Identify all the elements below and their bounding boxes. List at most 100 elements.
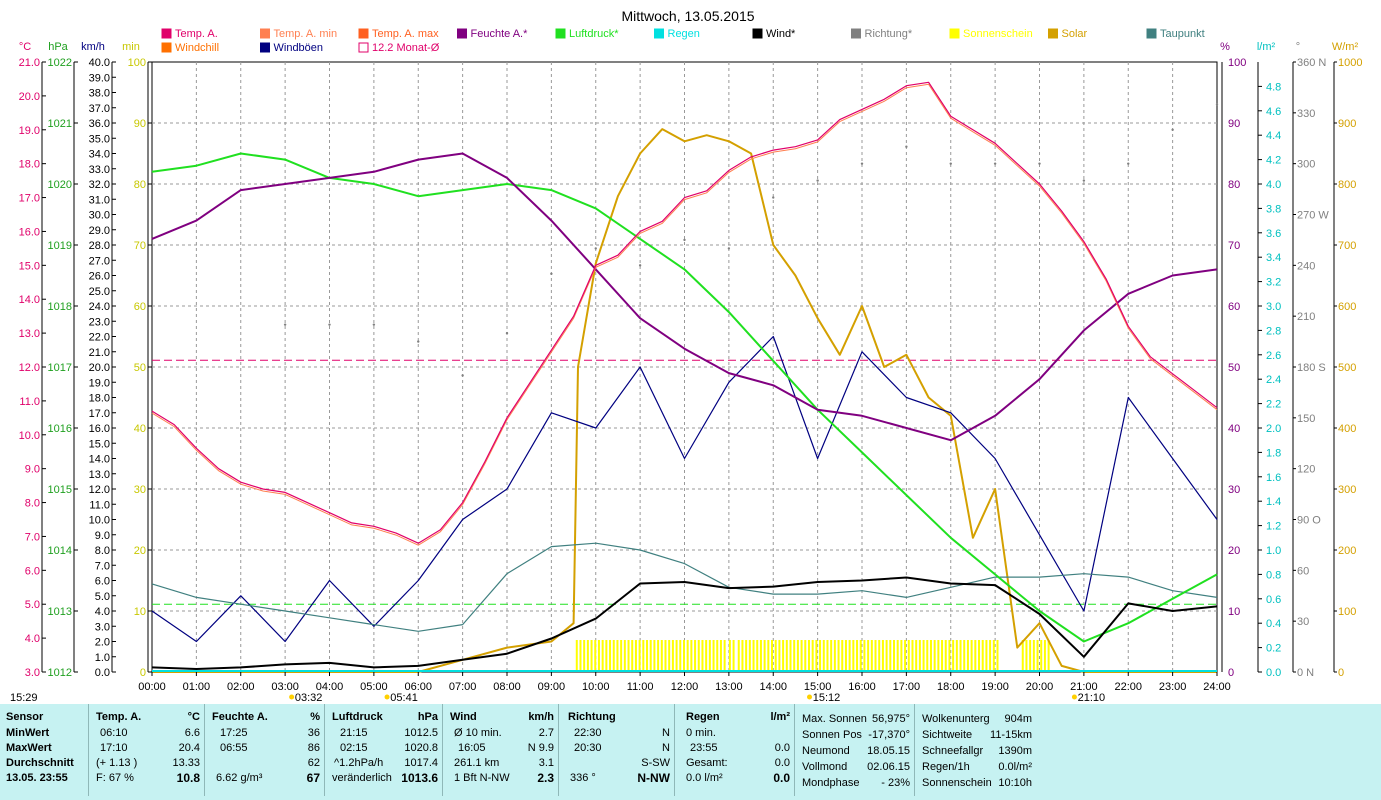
humidity-axis-tick: 50 [1228, 362, 1240, 374]
sunshine-bar [682, 640, 685, 672]
stats-misc-value-3: 0.0l/m² [998, 761, 1032, 773]
temp-axis-tick: 13.0 [19, 328, 40, 340]
stats-temp-feel: F: 67 % [96, 772, 134, 784]
sun-axis-tick: 80 [134, 179, 146, 191]
humidity-axis-tick: 40 [1228, 423, 1240, 435]
legend-label-5: Regen [668, 28, 700, 40]
sunshine-bar [822, 640, 825, 672]
sunshine-bar [833, 640, 836, 672]
wind-axis-tick: 33.0 [89, 164, 110, 176]
temp-axis-tick: 21.0 [19, 57, 40, 69]
x-annotation-2: 15:12 [813, 692, 841, 704]
sunshine-bar [774, 640, 777, 672]
humidity-axis-tick: 70 [1228, 240, 1240, 252]
sunshine-bar [985, 640, 988, 672]
stats-astro-value-4: - 23% [881, 777, 910, 789]
chart-title: Mittwoch, 13.05.2015 [621, 8, 754, 24]
direction-point [905, 145, 908, 148]
humidity-axis-tick: 0 [1228, 667, 1234, 679]
stats-pressure-avg: 1017.4 [404, 757, 438, 769]
grid [151, 61, 1218, 673]
wind-axis-tick: 8.0 [95, 545, 110, 557]
unit-rain: l/m² [1257, 41, 1276, 53]
sunshine-bar [594, 640, 597, 672]
wind-axis-tick: 12.0 [89, 484, 110, 496]
stats-pressure-max: 1020.8 [404, 742, 438, 754]
sunshine-bar [885, 640, 888, 672]
sunshine-bar [642, 640, 645, 672]
stats-wind-current: 2.3 [537, 771, 554, 785]
temp-axis-tick: 16.0 [19, 226, 40, 238]
wind-axis-tick: 27.0 [89, 255, 110, 267]
stats-sensor-current: 13.05. 23:55 [6, 772, 68, 784]
sunshine-bar [756, 640, 759, 672]
rain-axis-tick: 1.6 [1266, 472, 1281, 484]
solar-axis-tick: 500 [1338, 362, 1356, 374]
stats-humidity-max: 86 [307, 742, 320, 754]
stats-direction-current: N-NW [637, 771, 670, 785]
humidity-axis-tick: 80 [1228, 179, 1240, 191]
solar-axis-tick: 1000 [1338, 57, 1362, 69]
wind-axis-tick: 6.0 [95, 576, 110, 588]
stats-rain-max: 0.0 [774, 742, 790, 754]
temp-axis-tick: 15.0 [19, 260, 40, 272]
direction-point [816, 179, 819, 182]
sunshine-bar [878, 640, 881, 672]
solar-axis-tick: 100 [1338, 606, 1356, 618]
stats-humidity-current: 67 [306, 771, 320, 785]
stats-sensor-min: MinWert [6, 727, 50, 739]
sunshine-bar [701, 640, 704, 672]
series-wind-line [151, 576, 1218, 670]
axis-units: °C hPa km/h min% l/m² ° W/m² [19, 41, 1359, 53]
x-tick-label: 05:00 [360, 681, 388, 693]
x-tick-label: 15:00 [804, 681, 832, 693]
pressure-axis-tick: 1014 [48, 545, 72, 557]
solar-axis-tick: 300 [1338, 484, 1356, 496]
sunshine-bar [705, 640, 708, 672]
sunshine-bar [955, 640, 958, 672]
x-annotation-3: 21:10 [1078, 692, 1106, 704]
sunshine-bar [752, 640, 755, 672]
sunshine-bar [859, 640, 862, 672]
stats-direction-avg: S-SW [641, 757, 670, 769]
wind-axis-tick: 9.0 [95, 530, 110, 542]
direction-point [860, 162, 864, 165]
legend-swatch-8 [949, 28, 960, 39]
sunshine-bar [807, 640, 810, 672]
temp-axis-tick: 5.0 [25, 599, 40, 611]
stats-misc-label-1: Sichtweite [922, 729, 973, 741]
pressure-axis-tick: 1019 [48, 240, 72, 252]
stats-astro-label-3: Vollmond [802, 761, 848, 773]
sunshine-bar [605, 640, 608, 672]
stats-wind-avg10: 2.7 [538, 727, 554, 739]
stats-rain-time: 23:55 [690, 742, 718, 754]
legend-swatch-5 [654, 28, 664, 39]
wind-axis-tick: 24.0 [89, 301, 110, 313]
sunshine-bar [1043, 640, 1046, 672]
stats-wind-max-time: 16:05 [458, 742, 486, 754]
sunshine-bar [929, 640, 932, 672]
direction-point [949, 162, 952, 165]
direction-point [993, 162, 997, 165]
sunshine-bar [819, 640, 822, 672]
legend-swatch-9 [1048, 28, 1058, 39]
wind-axis-tick: 22.0 [89, 332, 110, 344]
series-feuchte-a-line [151, 152, 1218, 442]
pressure-axis-tick: 1012 [48, 667, 72, 679]
sunshine-bar [966, 640, 969, 672]
stats-temp-unit: °C [187, 711, 200, 723]
temp-axis-tick: 4.0 [25, 633, 40, 645]
temp-axis-tick: 10.0 [19, 430, 40, 442]
stats-rain-total-label: Gesamt: [686, 757, 728, 769]
pressure-axis-tick: 1015 [48, 484, 72, 496]
pressure-axis-tick: 1021 [48, 118, 72, 130]
stats-astro-value-1: -17,370° [868, 729, 910, 741]
wind-axis-tick: 36.0 [89, 118, 110, 130]
sunshine-bar [904, 640, 907, 672]
stats-sensor-max: MaxWert [6, 742, 52, 754]
legend-label-10: Taupunkt [1160, 28, 1205, 40]
sunshine-bar [830, 640, 833, 672]
rain-axis-tick: 4.2 [1266, 155, 1281, 167]
sunshine-bar [1021, 640, 1024, 672]
sunshine-bar [896, 640, 899, 672]
